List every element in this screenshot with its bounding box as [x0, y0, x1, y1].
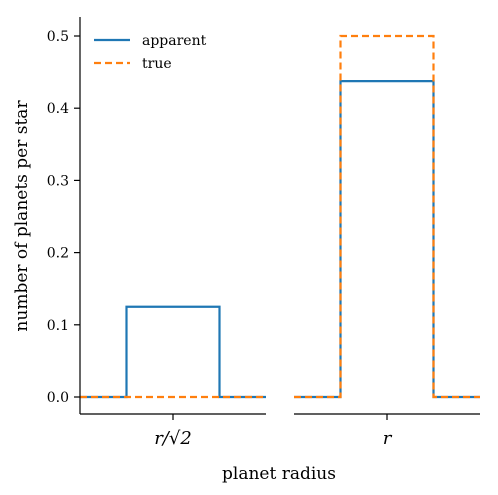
y-axis-label: number of planets per star [12, 100, 32, 332]
y-tick-label: 0.0 [47, 390, 69, 406]
series-apparent-line [294, 80, 480, 399]
panel-2: r [294, 34, 480, 449]
x-axis-label: planet radius [222, 464, 336, 484]
y-tick-label: 0.3 [47, 173, 69, 189]
y-tick-label: 0.4 [47, 101, 69, 117]
y-tick-label: 0.5 [47, 29, 69, 45]
series-apparent-line [80, 305, 266, 399]
legend-apparent-label: apparent [142, 33, 207, 49]
legend: apparent true [94, 33, 207, 72]
legend-true-label: true [142, 56, 172, 72]
x-tick-label: r [383, 428, 393, 449]
series-true-line [294, 34, 480, 399]
y-tick-label: 0.2 [47, 246, 69, 262]
y-axis: 0.0 0.1 0.2 0.3 0.4 0.5 [47, 17, 81, 414]
panel-1: r/√2 [80, 305, 266, 449]
y-tick-label: 0.1 [47, 318, 69, 334]
chart-panels: r/√2 r [80, 34, 480, 449]
x-tick-label: r/√2 [154, 428, 192, 449]
